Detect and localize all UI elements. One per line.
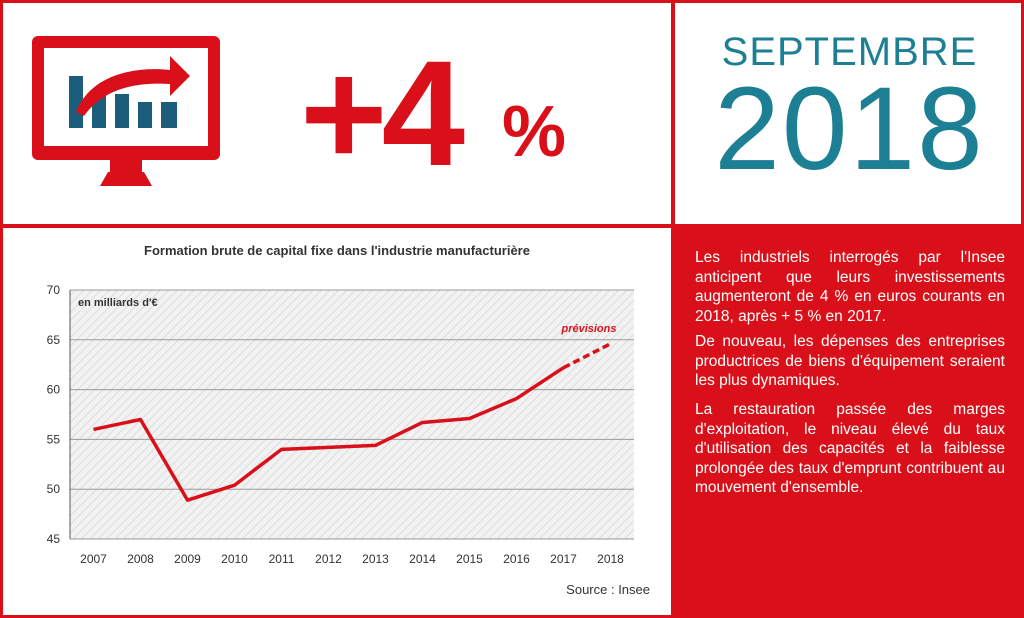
x-tick-label-2016: 2016	[503, 552, 530, 566]
vertical-divider	[671, 0, 675, 618]
y-tick-label-50: 50	[47, 482, 61, 496]
y-tick-label-65: 65	[47, 333, 61, 347]
y-tick-label-70: 70	[47, 283, 61, 297]
y-tick-label-45: 45	[47, 532, 61, 546]
month-label: SEPTEMBRE	[721, 30, 978, 74]
x-tick-label-2012: 2012	[315, 552, 342, 566]
unit-label: en milliards d'€	[78, 297, 158, 309]
x-tick-label-2018: 2018	[597, 552, 624, 566]
x-tick-label-2009: 2009	[174, 552, 201, 566]
x-tick-label-2007: 2007	[80, 552, 107, 566]
commentary-paragraph-2: De nouveau, les dépenses des entreprises…	[695, 333, 1005, 389]
headline-figure: +4	[300, 29, 465, 197]
x-tick-label-2010: 2010	[221, 552, 248, 566]
y-tick-label-60: 60	[47, 383, 61, 397]
x-tick-label-2015: 2015	[456, 552, 483, 566]
plot-area	[70, 290, 634, 539]
chart-title: Formation brute de capital fixe dans l'i…	[144, 243, 530, 258]
y-tick-label-55: 55	[47, 432, 61, 446]
series-line-actual	[93, 366, 565, 502]
chart-source: Source : Insee	[566, 582, 650, 597]
headline-percent: %	[502, 92, 567, 172]
series-line-forecast	[562, 342, 612, 370]
monitor-rising-chart-icon	[32, 36, 220, 186]
x-tick-label-2013: 2013	[362, 552, 389, 566]
year-label: 2018	[714, 63, 985, 195]
horizontal-divider	[0, 224, 1024, 228]
commentary-panel: Les industriels interrogés par l'Insee a…	[675, 228, 1021, 615]
gbcf-line-chart: 45 50 55 60 65 70 2007 2008 2009 2010 2011 2012 2013…	[47, 283, 634, 566]
x-tick-label-2011: 2011	[269, 552, 295, 566]
forecast-label: prévisions	[560, 323, 616, 335]
x-tick-label-2014: 2014	[409, 552, 436, 566]
x-tick-label-2017: 2017	[550, 552, 577, 566]
commentary-paragraph-1: Les industriels interrogés par l'Insee a…	[695, 249, 1005, 325]
x-tick-label-2008: 2008	[127, 552, 154, 566]
commentary-paragraph-3: La restauration passée des marges d'expl…	[695, 401, 1005, 496]
